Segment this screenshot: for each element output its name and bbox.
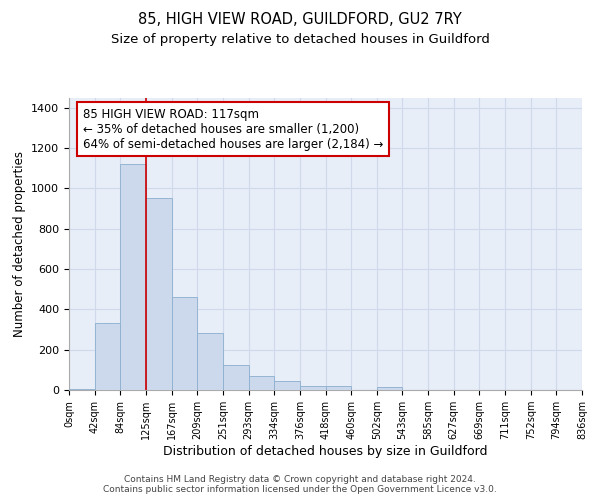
Bar: [325, 386, 351, 390]
Text: 85 HIGH VIEW ROAD: 117sqm
← 35% of detached houses are smaller (1,200)
64% of se: 85 HIGH VIEW ROAD: 117sqm ← 35% of detac…: [83, 108, 383, 150]
X-axis label: Distribution of detached houses by size in Guildford: Distribution of detached houses by size …: [163, 445, 488, 458]
Bar: [95, 324, 121, 390]
Text: Size of property relative to detached houses in Guildford: Size of property relative to detached ho…: [110, 32, 490, 46]
Bar: [300, 386, 325, 390]
Bar: [223, 365, 248, 390]
Bar: [377, 387, 403, 390]
Bar: [121, 164, 146, 390]
Bar: [248, 376, 274, 390]
Bar: [146, 198, 172, 390]
Bar: [172, 297, 197, 390]
Text: 85, HIGH VIEW ROAD, GUILDFORD, GU2 7RY: 85, HIGH VIEW ROAD, GUILDFORD, GU2 7RY: [138, 12, 462, 28]
Bar: [274, 381, 300, 390]
Bar: [69, 389, 95, 390]
Y-axis label: Number of detached properties: Number of detached properties: [13, 151, 26, 337]
Text: Contains HM Land Registry data © Crown copyright and database right 2024.
Contai: Contains HM Land Registry data © Crown c…: [103, 474, 497, 494]
Bar: [197, 332, 223, 390]
